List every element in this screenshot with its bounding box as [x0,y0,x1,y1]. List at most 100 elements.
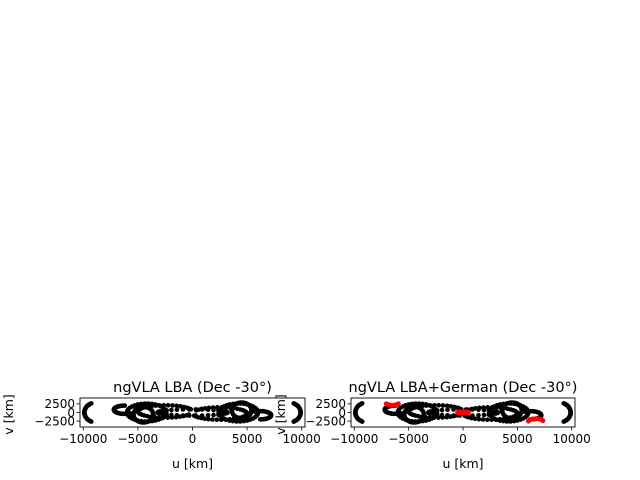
data-point [470,413,475,418]
data-point [493,405,499,410]
series-0 [82,400,303,425]
data-point [444,403,450,409]
data-point [526,418,531,424]
data-point [156,415,162,420]
x-tick-label: 0 [189,432,197,446]
data-point [219,408,225,414]
y-tick-label: 0 [67,406,75,420]
y-axis-label: v [km] [1,394,16,435]
data-point [481,412,487,418]
data-point [165,402,171,408]
data-point [431,415,437,420]
data-point [169,407,174,413]
data-point [199,407,205,412]
data-point [164,408,169,413]
data-point [161,402,167,408]
data-point [423,403,429,408]
data-point [472,416,478,422]
data-point [153,403,158,408]
data-point [211,412,216,418]
chart-panel-left: u [km] v [km] −10000 −5000 0 5000 1000025000… [1,380,321,471]
data-point [476,407,481,413]
data-point [359,419,365,424]
data-point [210,417,215,422]
data-point [211,407,216,413]
data-point [431,411,436,417]
data-point [199,413,205,418]
plot-area [353,400,573,425]
y-tick-label: −2500 [34,414,75,428]
data-point [225,410,230,415]
plot-area [82,400,303,425]
data-point [180,407,186,412]
data-point [214,417,220,423]
data-point [451,407,456,412]
data-point [186,407,192,412]
data-point [186,413,192,418]
data-point [177,403,183,409]
data-point [439,412,445,418]
data-point [170,403,175,408]
data-point [439,407,445,413]
data-point [440,403,446,408]
data-point [127,411,133,416]
data-point [218,417,224,423]
data-point [206,416,211,422]
data-point [145,413,150,419]
data-point [164,412,169,417]
x-tick-label: 5000 [232,432,263,446]
data-point [193,413,199,418]
x-axis-label: u [km] [442,456,483,471]
data-point [490,408,495,414]
data-point [476,412,481,418]
data-point [445,407,450,413]
data-point [427,415,433,420]
data-point [448,403,454,409]
data-point [486,412,492,417]
data-point [223,417,228,422]
data-point [216,408,221,413]
x-tick-label: 10000 [283,432,321,446]
chart-panel-right: u [km] v [km] −10000 −5000 0 5000 1000025000… [273,380,591,471]
x-tick-label: −10000 [330,432,378,446]
data-point [216,412,221,417]
data-point [235,406,240,412]
data-point [470,407,475,412]
data-point [505,406,511,412]
data-point [174,407,180,413]
data-point [396,401,401,406]
y-tick-label: 0 [338,406,346,420]
data-point [202,416,208,422]
y-tick-label: 2500 [315,397,346,411]
data-point [466,410,471,415]
data-point [160,411,166,417]
data-point [223,405,229,410]
data-point [495,410,501,415]
data-point [481,407,487,413]
data-point [180,413,186,418]
x-tick-label: −10000 [59,432,107,446]
data-point [157,403,162,408]
data-point [415,413,421,419]
data-point [205,407,211,413]
data-point [493,417,499,422]
data-point [227,417,232,422]
x-tick-label: −5000 [118,432,159,446]
data-point [161,415,166,420]
data-point [434,408,440,413]
data-point [436,402,442,408]
data-point [291,401,296,406]
y-axis-label: v [km] [273,394,288,435]
data-point [445,412,450,418]
chart-title: ngVLA LBA (Dec -30°) [113,380,272,396]
data-point [489,405,495,410]
x-tick-label: 5000 [502,432,533,446]
data-point [486,408,492,413]
data-point [89,419,94,424]
data-point [219,405,224,410]
data-point [489,417,494,423]
x-tick-label: 10000 [553,432,591,446]
x-axis-label: u [km] [172,456,213,471]
data-point [398,411,404,416]
